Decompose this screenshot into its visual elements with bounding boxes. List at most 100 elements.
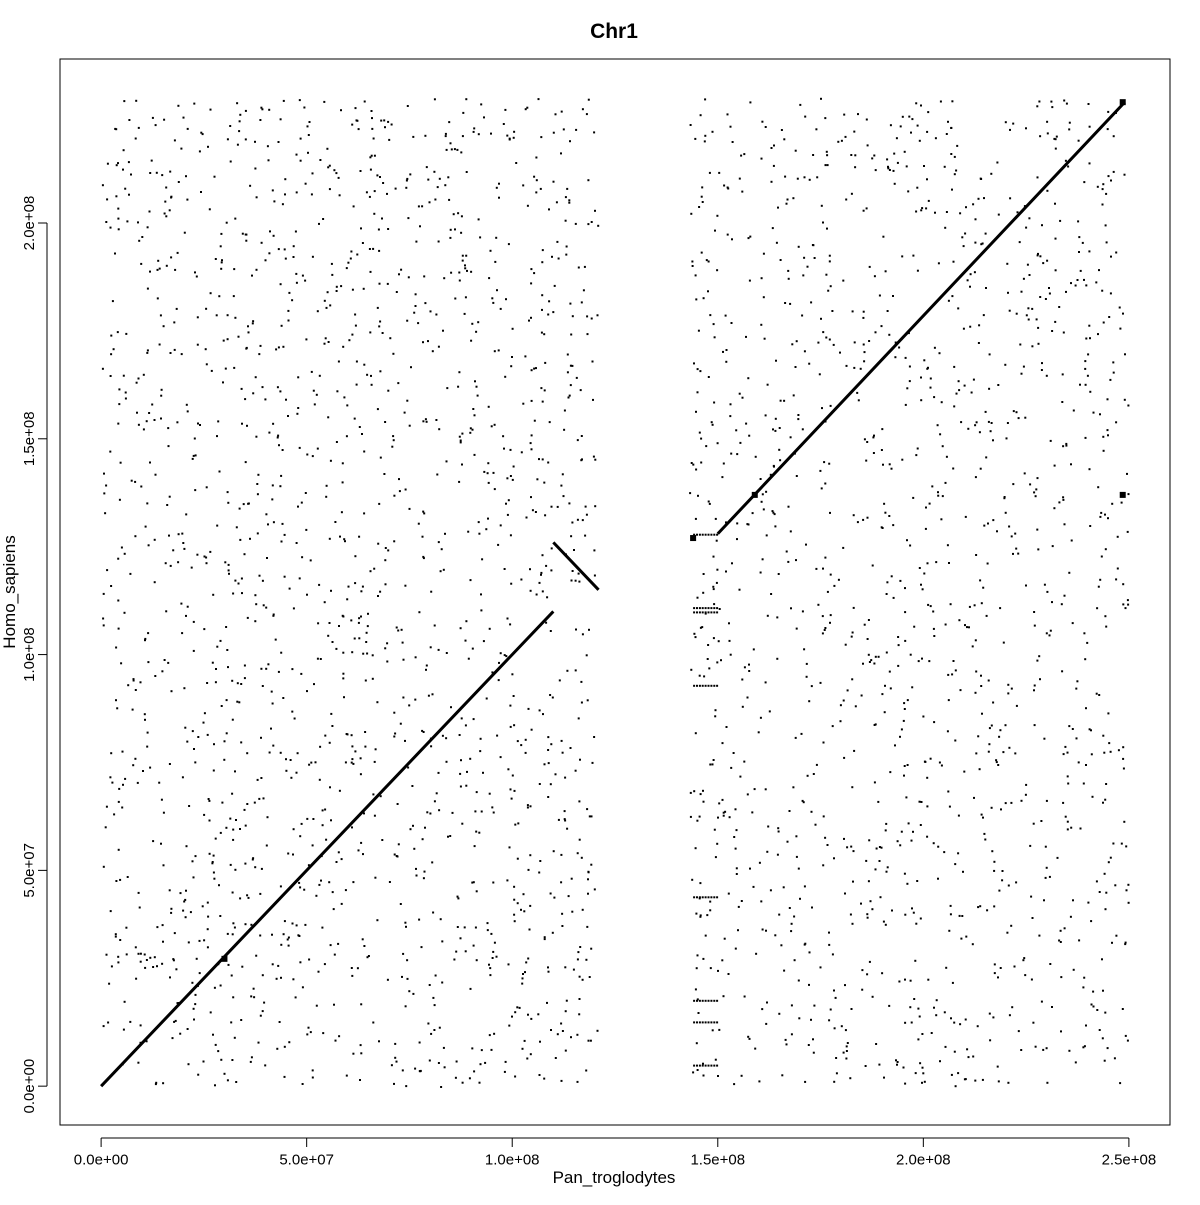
hit-point	[584, 505, 587, 508]
hit-point	[271, 484, 274, 487]
hit-point	[868, 340, 871, 342]
y-axis: 0.0e+005.0e+071.0e+081.5e+082.0e+08	[21, 196, 48, 1113]
hit-point	[1083, 976, 1086, 979]
hit-point	[527, 868, 530, 871]
hit-point	[712, 637, 715, 640]
hit-point	[552, 180, 555, 183]
hit-point	[444, 132, 447, 135]
hit-point	[851, 631, 854, 634]
hit-point	[255, 954, 258, 957]
hit-point	[695, 1042, 698, 1045]
hit-point	[921, 1081, 923, 1084]
hit-point	[480, 593, 482, 596]
hit-point	[826, 154, 829, 157]
hit-point	[944, 481, 947, 484]
hit-point	[504, 108, 507, 111]
hit-point	[701, 1064, 704, 1067]
hit-point	[998, 889, 1001, 892]
hit-point	[1108, 316, 1111, 318]
hit-point	[270, 690, 273, 693]
hit-point	[590, 221, 593, 223]
hit-point	[974, 639, 977, 642]
hit-point	[1051, 545, 1054, 548]
hit-point	[348, 339, 351, 342]
hit-point	[821, 615, 824, 618]
hit-point	[979, 905, 982, 908]
hit-point	[580, 680, 583, 683]
hit-point	[345, 267, 348, 270]
hit-point	[134, 137, 137, 140]
hit-point	[949, 603, 952, 606]
hit-point	[435, 419, 438, 421]
hit-point	[354, 750, 357, 753]
hit-point	[570, 333, 573, 336]
hit-point	[488, 277, 491, 280]
hit-point	[808, 700, 811, 703]
hit-point	[1070, 463, 1072, 466]
hit-point	[1083, 1045, 1086, 1048]
hit-point	[391, 445, 394, 448]
hit-point	[1025, 226, 1028, 229]
hit-point	[299, 159, 302, 162]
hit-point	[489, 249, 492, 252]
hit-point	[402, 658, 405, 661]
hit-point	[323, 100, 326, 103]
hit-point	[1045, 1047, 1048, 1050]
hit-point	[1123, 398, 1126, 401]
hit-point	[538, 783, 541, 785]
hit-point	[696, 896, 698, 899]
hit-point	[427, 1022, 430, 1025]
hit-point	[244, 138, 247, 141]
hit-point	[331, 641, 334, 643]
hit-point	[397, 629, 400, 632]
x-tick-label: 2.0e+08	[896, 1151, 951, 1168]
hit-point	[291, 668, 294, 671]
hit-point	[479, 750, 482, 753]
hit-point	[203, 628, 206, 631]
hit-point	[406, 177, 409, 180]
hit-point	[270, 727, 272, 730]
hit-point	[511, 356, 513, 358]
hit-point	[511, 327, 514, 330]
hit-point	[770, 593, 773, 595]
hit-point	[105, 953, 108, 956]
hit-point	[850, 635, 853, 638]
hit-point	[804, 942, 807, 945]
hit-point	[111, 781, 114, 784]
hit-point	[935, 999, 938, 1002]
hit-point	[298, 99, 301, 102]
hit-point	[1078, 236, 1081, 239]
hit-point	[804, 115, 807, 118]
hit-point	[564, 219, 567, 222]
hit-point	[454, 228, 456, 231]
hit-point	[577, 572, 580, 575]
hit-point	[743, 760, 746, 763]
hit-point	[1004, 802, 1007, 805]
hit-point	[552, 850, 555, 853]
hit-point	[1087, 353, 1090, 356]
hit-point	[990, 172, 993, 175]
hit-point	[696, 533, 698, 536]
hit-point	[790, 607, 792, 610]
hit-point	[379, 320, 382, 323]
hit-point	[506, 879, 509, 882]
hit-point	[938, 352, 941, 355]
hit-point	[828, 260, 831, 263]
hit-point	[244, 824, 247, 827]
hit-point	[1067, 165, 1070, 168]
hit-point	[696, 1069, 699, 1071]
hit-point	[1046, 1081, 1049, 1084]
hit-point	[795, 855, 798, 858]
hit-point	[700, 251, 703, 254]
hit-point	[549, 892, 552, 895]
hit-point	[305, 338, 308, 341]
hit-point	[254, 866, 257, 869]
hit-point	[698, 684, 701, 687]
hit-point	[550, 505, 553, 508]
hit-point	[512, 136, 515, 139]
hit-point	[1039, 678, 1041, 681]
hit-point	[478, 831, 481, 834]
hit-point	[131, 708, 134, 711]
hit-point	[878, 294, 881, 297]
hit-point	[528, 928, 531, 931]
